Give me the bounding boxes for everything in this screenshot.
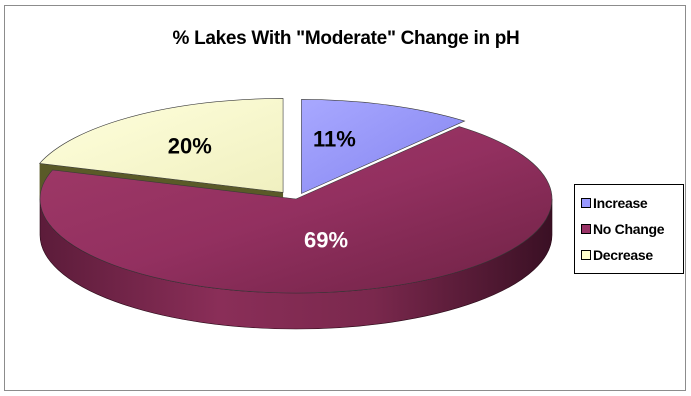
legend-swatch-increase — [581, 198, 591, 208]
legend-label-decrease: Decrease — [593, 247, 653, 263]
slice-increase — [301, 99, 466, 194]
legend-swatch-nochange — [581, 224, 591, 234]
chart-title: % Lakes With "Moderate" Change in pH — [172, 28, 520, 49]
chart-frame: % Lakes With "Moderate" Change in pH — [4, 5, 686, 391]
slice-decrease — [38, 98, 284, 193]
legend-item-nochange: No Change — [581, 216, 683, 242]
legend-item-increase: Increase — [581, 190, 683, 216]
data-label-increase: 11% — [313, 127, 356, 152]
legend-label-increase: Increase — [593, 195, 648, 211]
data-label-decrease: 20% — [168, 133, 212, 158]
legend: Increase No Change Decrease — [574, 184, 684, 274]
legend-item-decrease: Decrease — [581, 242, 683, 268]
data-label-nochange: 69% — [304, 228, 348, 253]
legend-label-nochange: No Change — [593, 221, 665, 237]
pie-chart: 11% 69% 20% — [38, 98, 553, 330]
legend-swatch-decrease — [581, 250, 591, 260]
slice-nochange — [39, 126, 553, 294]
